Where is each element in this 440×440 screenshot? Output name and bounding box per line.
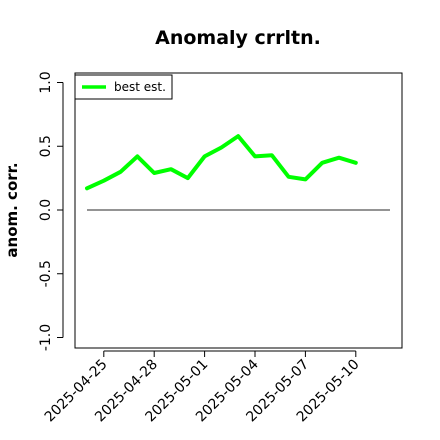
y-tick-label: -1.0 [38, 324, 54, 351]
y-tick-label: 1.0 [38, 71, 54, 93]
y-tick-label: 0.0 [38, 199, 54, 221]
series-line-best-est [85, 134, 358, 191]
chart-title: Anomaly crrltn. [155, 27, 321, 49]
legend: best est. [74, 74, 173, 100]
legend-label-best-est: best est. [114, 80, 166, 94]
y-axis-label: anom. corr. [3, 162, 21, 257]
plot-area-frame [74, 72, 403, 349]
y-tick-label: 0.5 [38, 135, 54, 157]
y-tick-label: -0.5 [38, 260, 54, 287]
